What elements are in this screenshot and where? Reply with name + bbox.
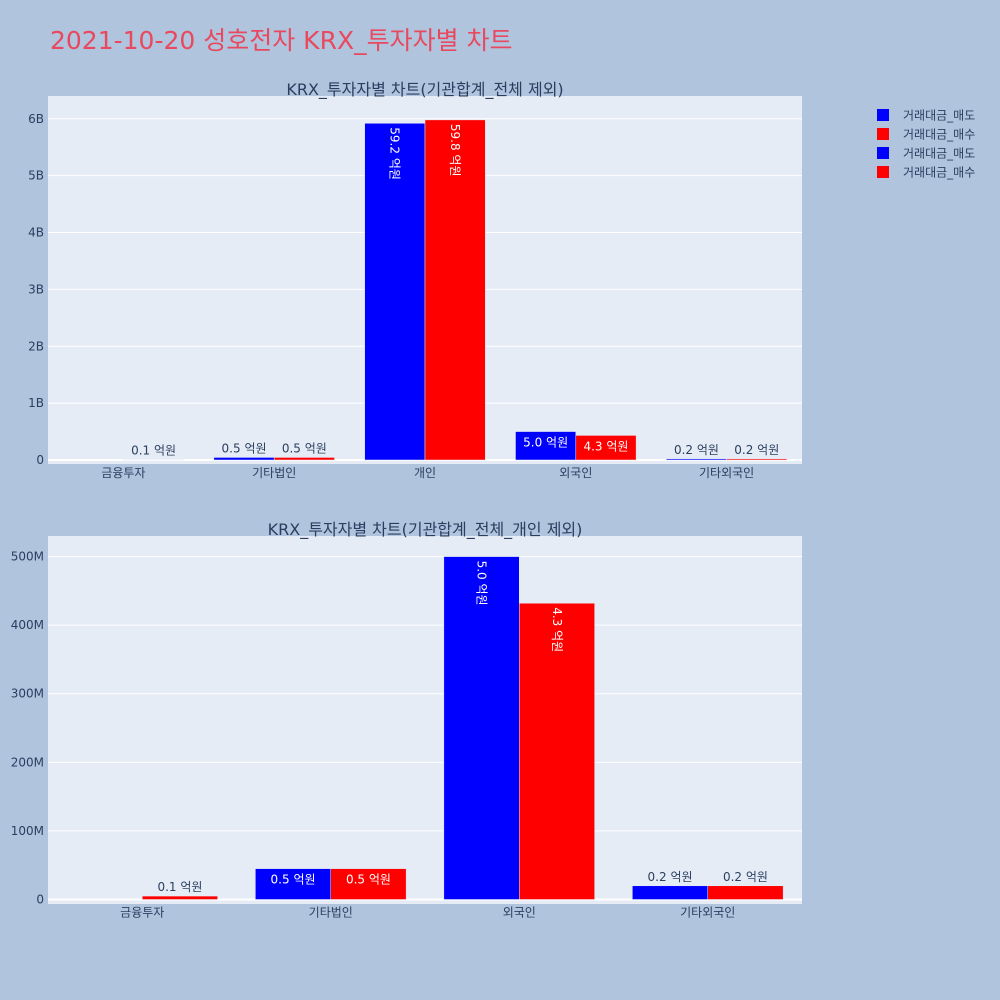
- bar[interactable]: [424, 119, 486, 461]
- chart-title: KRX_투자자별 차트(기관합계_전체_개인 제외): [268, 520, 583, 540]
- data-label: 5.0 억원: [474, 561, 488, 606]
- y-tick-label: 200M: [11, 755, 44, 769]
- legend-label: 거래대금_매수: [903, 166, 975, 180]
- x-tick-label: 기타외국인: [699, 466, 754, 480]
- y-tick-label: 100M: [11, 824, 44, 838]
- x-tick-label: 금융투자: [120, 906, 164, 920]
- bar[interactable]: [330, 868, 407, 900]
- data-label: 4.3 억원: [583, 439, 628, 453]
- legend-item[interactable]: 거래대금_매수: [877, 128, 975, 142]
- bar[interactable]: [666, 458, 727, 461]
- chart-title: KRX_투자자별 차트(기관합계_전체 제외): [286, 80, 563, 100]
- y-tick-label: 5B: [28, 169, 44, 183]
- legend-label: 거래대금_매도: [903, 147, 975, 161]
- data-label: 0.5 억원: [282, 441, 327, 455]
- plot-area: [48, 536, 802, 904]
- data-label: 4.3 억원: [550, 607, 564, 652]
- legend-swatch: [877, 147, 889, 159]
- bar[interactable]: [632, 885, 708, 900]
- legend-swatch: [877, 166, 889, 178]
- data-label: 0.1 억원: [157, 880, 202, 894]
- bar[interactable]: [273, 457, 335, 461]
- y-tick-label: 6B: [28, 112, 44, 126]
- data-label: 59.8 억원: [448, 124, 462, 177]
- legend-item[interactable]: 거래대금_매도: [877, 109, 975, 123]
- data-label: 0.5 억원: [222, 441, 267, 455]
- bar[interactable]: [213, 457, 275, 461]
- chart-panel-1: KRX_투자자별 차트(기관합계_전체 제외) 0 1B 2B 3B 4B 5B 6B 금융투자…: [28, 80, 802, 480]
- x-tick-label: 금융투자: [101, 466, 145, 480]
- x-tick-label: 기타법인: [252, 466, 296, 480]
- legend-label: 거래대금_매도: [903, 109, 975, 123]
- x-tick-label: 기타외국인: [680, 906, 735, 920]
- bar[interactable]: [443, 556, 520, 900]
- y-tick-label: 500M: [11, 550, 44, 564]
- legend-label: 거래대금_매수: [903, 128, 975, 142]
- y-tick-label: 400M: [11, 618, 44, 632]
- x-tick-label: 기타법인: [309, 906, 353, 920]
- y-tick-label: 4B: [28, 226, 44, 240]
- data-label: 0.2 억원: [734, 443, 779, 457]
- bar[interactable]: [142, 895, 218, 900]
- legend-swatch: [877, 128, 889, 140]
- y-tick-label: 0: [36, 453, 44, 467]
- legend-item[interactable]: 거래대금_매수: [877, 166, 975, 180]
- y-tick-label: 1B: [28, 396, 44, 410]
- data-label: 59.2 억원: [388, 127, 402, 180]
- x-tick-label: 외국인: [559, 466, 592, 480]
- data-label: 0.5 억원: [346, 873, 391, 887]
- y-tick-label: 300M: [11, 687, 44, 701]
- y-tick-label: 3B: [28, 282, 44, 296]
- chart-panel-2: KRX_투자자별 차트(기관합계_전체_개인 제외) 0 100M 200M 300M 4…: [11, 520, 802, 920]
- data-label: 0.1 억원: [131, 444, 176, 458]
- bar[interactable]: [519, 602, 595, 900]
- bar[interactable]: [515, 431, 577, 461]
- data-label: 0.2 억원: [723, 870, 768, 884]
- legend-item[interactable]: 거래대금_매도: [877, 147, 975, 161]
- y-tick-label: 0: [36, 893, 44, 907]
- legend-swatch: [877, 109, 889, 121]
- bar[interactable]: [707, 885, 784, 900]
- bar[interactable]: [575, 435, 637, 461]
- data-label: 0.2 억원: [648, 870, 693, 884]
- x-tick-label: 개인: [414, 466, 436, 480]
- bar[interactable]: [726, 458, 788, 461]
- data-label: 0.2 억원: [674, 443, 719, 457]
- bar[interactable]: [255, 868, 332, 900]
- page-title: 2021-10-20 성호전자 KRX_투자자별 차트: [50, 26, 513, 55]
- y-tick-label: 2B: [28, 339, 44, 353]
- data-label: 5.0 억원: [523, 436, 568, 450]
- bar[interactable]: [364, 123, 426, 461]
- data-label: 0.5 억원: [271, 873, 316, 887]
- x-tick-label: 외국인: [503, 906, 536, 920]
